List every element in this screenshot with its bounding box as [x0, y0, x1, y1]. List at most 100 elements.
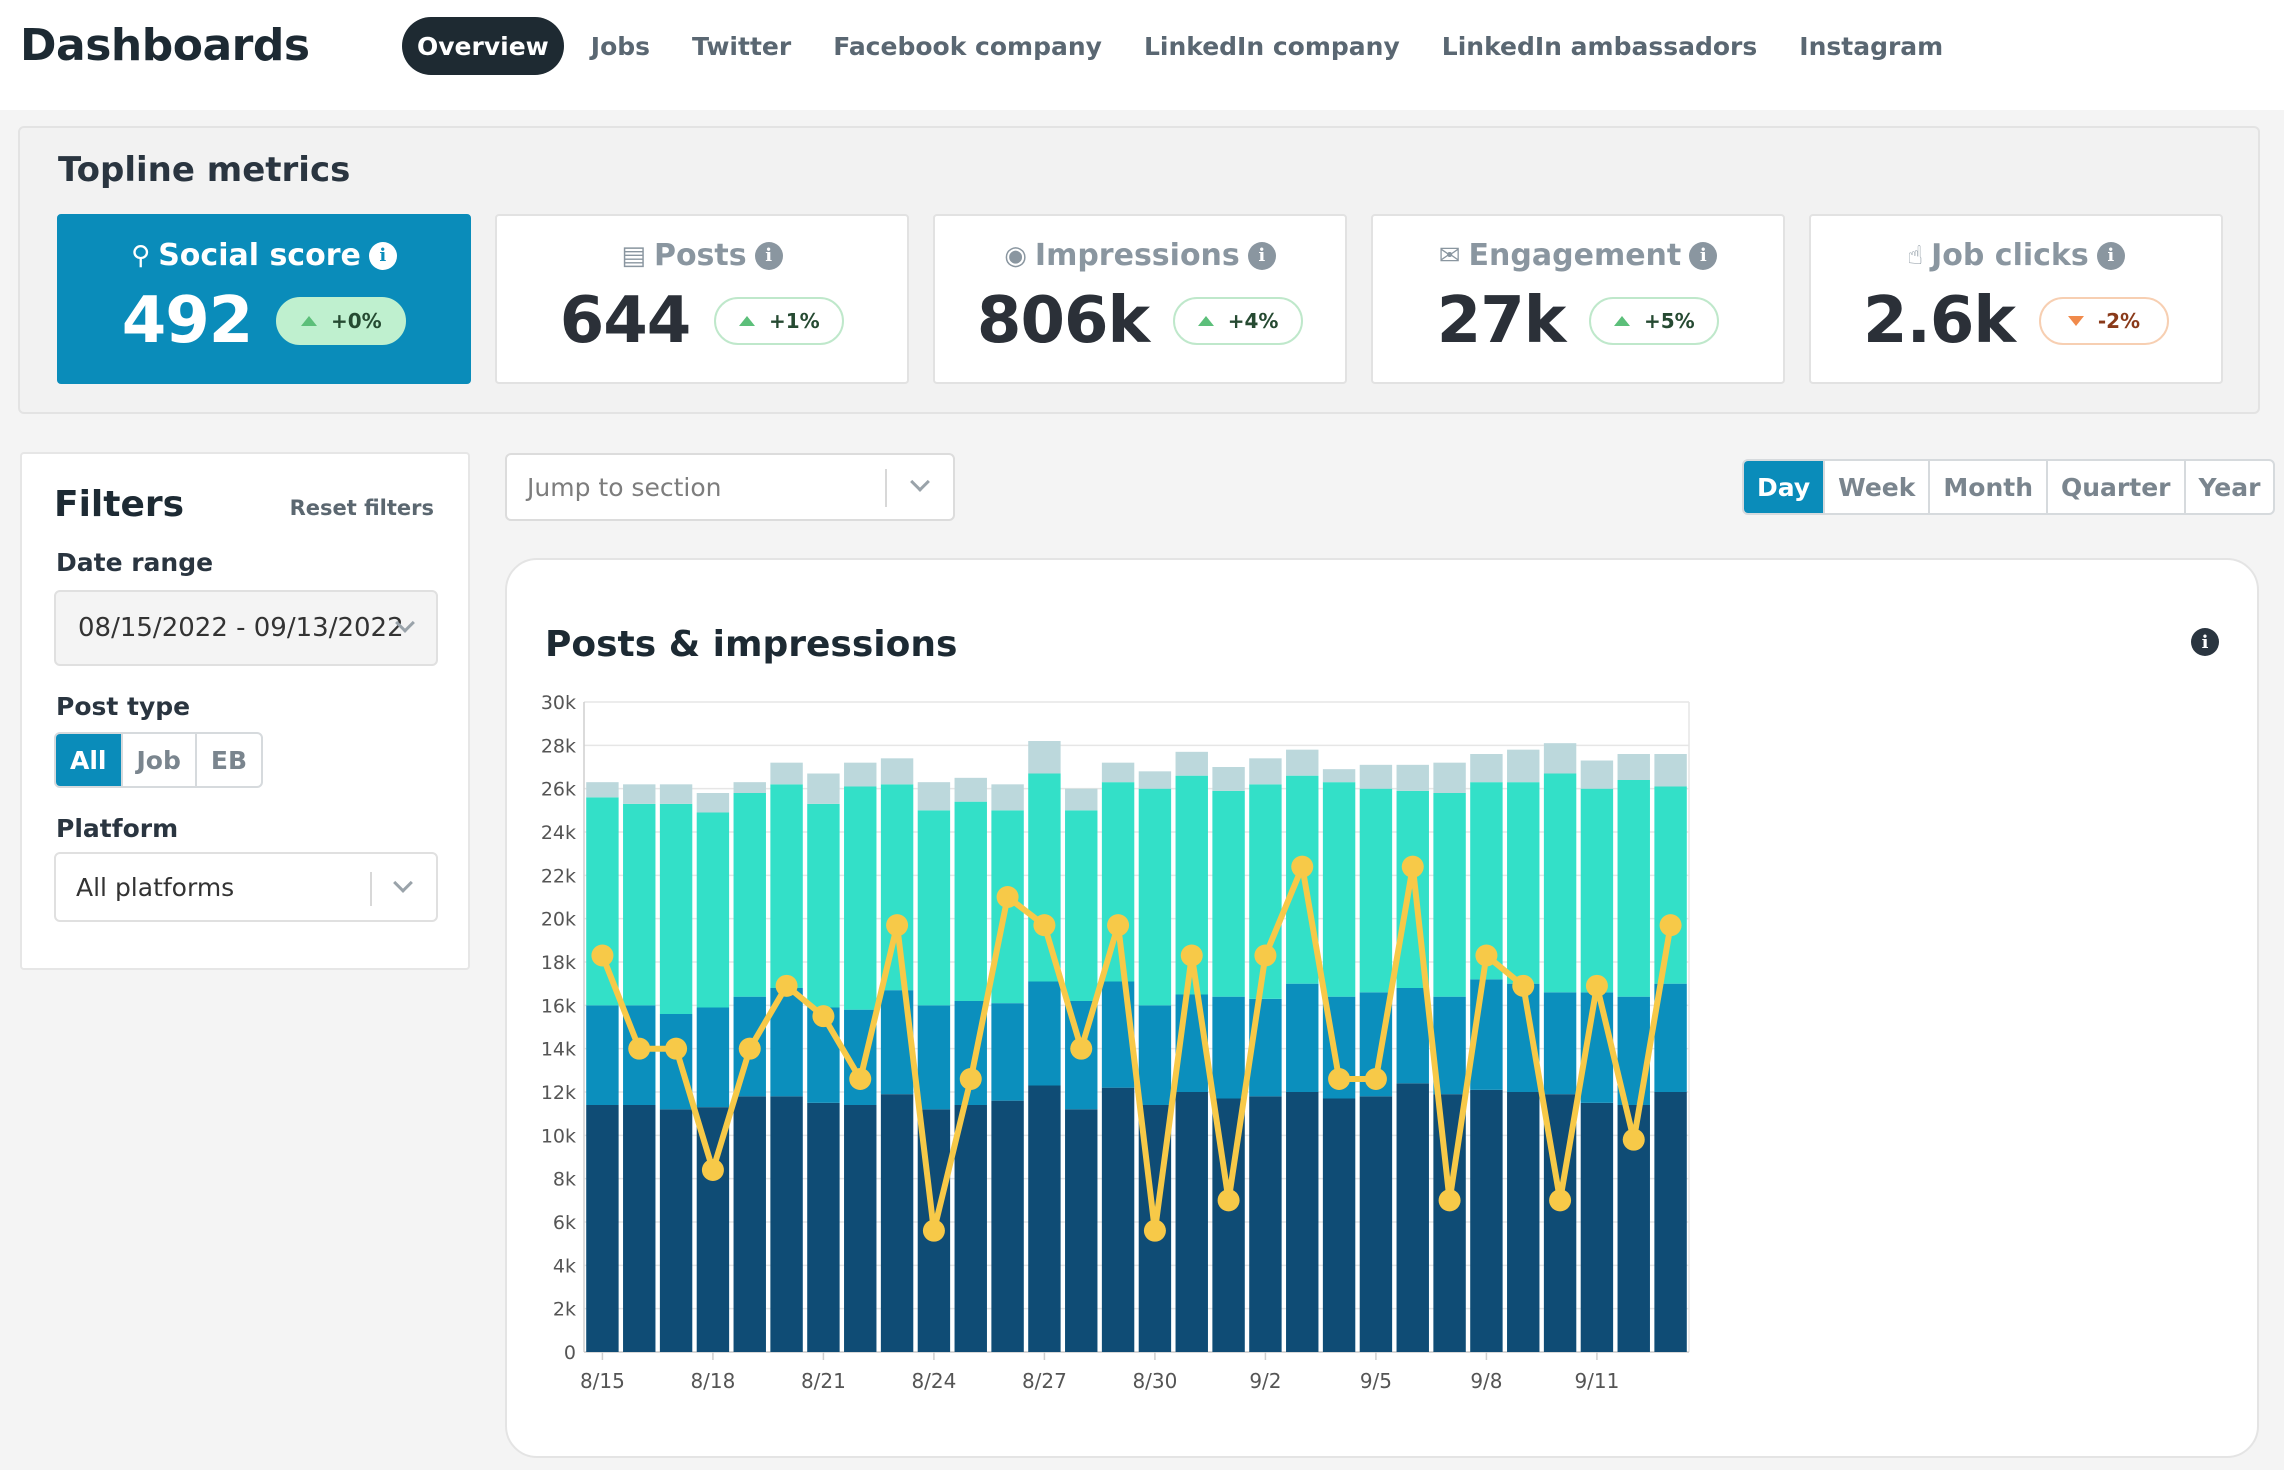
bar-segment: [1507, 1092, 1540, 1352]
line-point: [775, 974, 798, 997]
change-value: +1%: [768, 309, 820, 333]
metric-label: Engagement: [1468, 238, 1682, 273]
change-value: +0%: [330, 309, 382, 333]
period-quarter[interactable]: Quarter: [2046, 461, 2184, 513]
bar-segment: [991, 1100, 1024, 1352]
jump-placeholder: Jump to section: [527, 472, 722, 502]
y-tick-label: 6k: [553, 1212, 576, 1234]
period-week[interactable]: Week: [1823, 461, 1928, 513]
bar-segment: [1138, 788, 1172, 1006]
post-type-label: Post type: [56, 692, 191, 721]
metric-card-job-clicks[interactable]: ☝ Job clicks i 2.6k -2%: [1809, 214, 2223, 384]
metric-card-social-score[interactable]: ⚲ Social score i 492 +0%: [57, 214, 471, 384]
platform-select[interactable]: All platforms: [54, 852, 438, 922]
award-icon: ⚲: [131, 240, 151, 271]
info-icon[interactable]: i: [2191, 628, 2219, 656]
platform-label: Platform: [56, 814, 179, 843]
line-point: [1401, 855, 1424, 878]
info-icon[interactable]: i: [1247, 241, 1276, 270]
bar-segment: [917, 810, 951, 1006]
bar-segment: [1322, 1098, 1356, 1352]
bar-segment: [1322, 782, 1356, 997]
bar-segment: [1065, 788, 1098, 811]
bar-segment: [1175, 751, 1208, 776]
bar-segment: [1580, 788, 1614, 993]
period-day[interactable]: Day: [1744, 461, 1824, 513]
tab-facebook-company[interactable]: Facebook company: [833, 31, 1102, 61]
change-value: -2%: [2097, 309, 2141, 333]
newspaper-icon: ▤: [621, 240, 646, 271]
bar-segment: [770, 762, 803, 785]
arrow-down-icon: [2067, 316, 2084, 326]
bar-segment: [659, 1109, 693, 1352]
change-badge: +1%: [714, 297, 845, 345]
period-year[interactable]: Year: [2183, 461, 2274, 513]
line-point: [665, 1037, 688, 1060]
tab-jobs[interactable]: Jobs: [590, 31, 651, 61]
comments-icon: ✉: [1438, 240, 1461, 271]
bar-segment: [1138, 771, 1172, 789]
reset-filters-link[interactable]: Reset filters: [289, 496, 434, 520]
line-point: [1328, 1068, 1351, 1090]
bar-segment: [733, 1096, 766, 1352]
bar-segment: [1065, 1109, 1098, 1352]
tab-twitter[interactable]: Twitter: [692, 31, 792, 61]
bar-segment: [1617, 780, 1650, 997]
filters-panel: Filters Reset filters Date range 08/15/2…: [20, 452, 470, 970]
post-type-all[interactable]: All: [56, 734, 121, 786]
bar-segment: [1322, 769, 1356, 783]
bar-segment: [991, 1003, 1024, 1101]
info-icon[interactable]: i: [1689, 241, 1718, 270]
post-type-job[interactable]: Job: [120, 734, 195, 786]
tab-instagram[interactable]: Instagram: [1799, 31, 1944, 61]
bar-segment: [1580, 1102, 1614, 1352]
tab-linkedin-company[interactable]: LinkedIn company: [1143, 31, 1400, 61]
metric-value: 806k: [976, 284, 1150, 358]
bar-segment: [1543, 992, 1577, 1095]
info-icon[interactable]: i: [754, 241, 783, 270]
arrow-up-icon: [738, 316, 755, 326]
tab-linkedin-ambassadors[interactable]: LinkedIn ambassadors: [1441, 31, 1758, 61]
metric-card-posts[interactable]: ▤ Posts i 644 +1%: [495, 214, 909, 384]
bar-segment: [1212, 767, 1245, 791]
x-tick-label: 8/27: [1022, 1369, 1067, 1393]
bar-segment: [807, 773, 840, 804]
bar-segment: [1396, 988, 1429, 1084]
post-type-eb[interactable]: EB: [194, 734, 261, 786]
date-range-picker[interactable]: 08/15/2022 - 09/13/2022: [54, 590, 438, 666]
arrow-up-icon: [300, 316, 317, 326]
bar-segment: [1543, 743, 1577, 774]
period-month[interactable]: Month: [1928, 461, 2046, 513]
y-tick-label: 8k: [553, 1169, 576, 1191]
jump-to-section-select[interactable]: Jump to section: [505, 453, 955, 521]
bar-segment: [1359, 764, 1393, 789]
tab-overview[interactable]: Overview: [402, 17, 564, 75]
line-point: [1070, 1037, 1093, 1060]
bar-segment: [770, 784, 803, 988]
line-point: [1254, 944, 1277, 967]
bar-segment: [696, 812, 730, 1008]
y-tick-label: 4k: [553, 1255, 576, 1277]
info-icon[interactable]: i: [2096, 241, 2125, 270]
bar-segment: [623, 803, 656, 1006]
metric-card-impressions[interactable]: ◉ Impressions i 806k +4%: [933, 214, 1347, 384]
chevron-down-icon: [910, 472, 930, 492]
bar-segment: [1101, 1087, 1135, 1352]
chart-title: Posts & impressions: [545, 624, 958, 665]
bar-segment: [1543, 773, 1577, 993]
x-tick-label: 8/24: [911, 1369, 956, 1393]
x-tick-label: 8/21: [801, 1369, 846, 1393]
x-tick-label: 9/2: [1249, 1369, 1281, 1393]
info-icon[interactable]: i: [368, 241, 397, 270]
date-range-label: Date range: [56, 548, 214, 577]
bar-segment: [1028, 1085, 1061, 1352]
metric-card-engagement[interactable]: ✉ Engagement i 27k +5%: [1371, 214, 1785, 384]
bar-segment: [1212, 996, 1245, 1099]
post-type-toggle: All Job EB: [54, 732, 264, 788]
line-point: [1585, 974, 1608, 997]
x-tick-label: 8/15: [580, 1369, 625, 1393]
y-tick-label: 26k: [541, 779, 576, 801]
bar-segment: [1286, 983, 1319, 1092]
metric-label: Posts: [653, 238, 747, 273]
bar-segment: [1028, 773, 1061, 982]
